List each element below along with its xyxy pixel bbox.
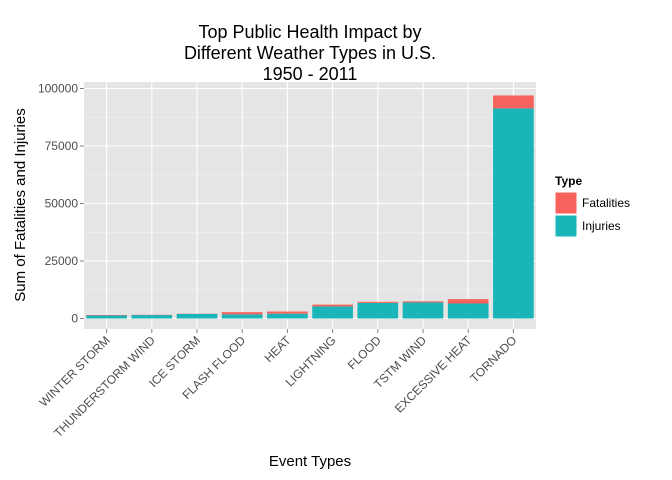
x-tick-label: HEAT <box>262 333 294 365</box>
legend-label-injuries: Injuries <box>582 219 621 233</box>
y-tick-label: 25000 <box>45 254 79 268</box>
y-axis: 0 25000 50000 75000 100000 <box>38 82 84 326</box>
bar-fatalities-tornado <box>493 95 534 109</box>
bars <box>86 95 534 319</box>
bar-injuries-tstm-wind <box>402 302 444 319</box>
chart-title-line: 1950 - 2011 <box>263 64 358 84</box>
chart-title-line: Different Weather Types in U.S. <box>184 43 436 63</box>
plot-panel <box>84 82 536 329</box>
x-tick-label: FLOOD <box>345 333 384 372</box>
y-axis-title: Sum of Fatalities and Injuries <box>12 108 29 301</box>
y-tick-label: 0 <box>71 312 78 326</box>
bar-fatalities-tstm-wind <box>402 301 444 303</box>
bar-fatalities-heat <box>267 311 308 314</box>
x-axis-title: Event Types <box>269 453 351 470</box>
bar-injuries-flood <box>357 302 399 319</box>
bar-injuries-lightning <box>312 306 353 319</box>
y-tick-label: 100000 <box>38 82 78 96</box>
bar-fatalities-lightning <box>312 304 353 307</box>
y-tick-label: 75000 <box>45 139 79 153</box>
bar-injuries-excessive-heat <box>447 303 489 319</box>
bar-injuries-ice-storm <box>176 313 218 319</box>
bar-fatalities-flash-flood <box>221 312 263 315</box>
bar-injuries-tornado <box>493 108 534 319</box>
y-tick-label: 50000 <box>45 197 79 211</box>
bar-fatalities-excessive-heat <box>447 299 489 304</box>
bar-injuries-thunderstorm-wind <box>131 315 173 319</box>
bar-injuries-heat <box>267 313 308 319</box>
chart-title-line: Top Public Health Impact by <box>198 22 421 42</box>
legend-label-fatalities: Fatalities <box>582 196 630 210</box>
grid-minor <box>84 116 536 291</box>
legend-swatch-injuries <box>554 214 578 238</box>
bar-injuries-flash-flood <box>221 314 263 319</box>
x-tick-label: EXCESSIVE HEAT <box>392 333 475 416</box>
x-tick-label: TORNADO <box>467 333 519 385</box>
bar-injuries-winter-storm <box>86 315 127 319</box>
legend: Type Fatalities Injuries <box>554 174 630 238</box>
legend-title: Type <box>555 174 582 188</box>
bar-fatalities-flood <box>357 301 399 303</box>
legend-swatch-fatalities <box>554 191 578 215</box>
